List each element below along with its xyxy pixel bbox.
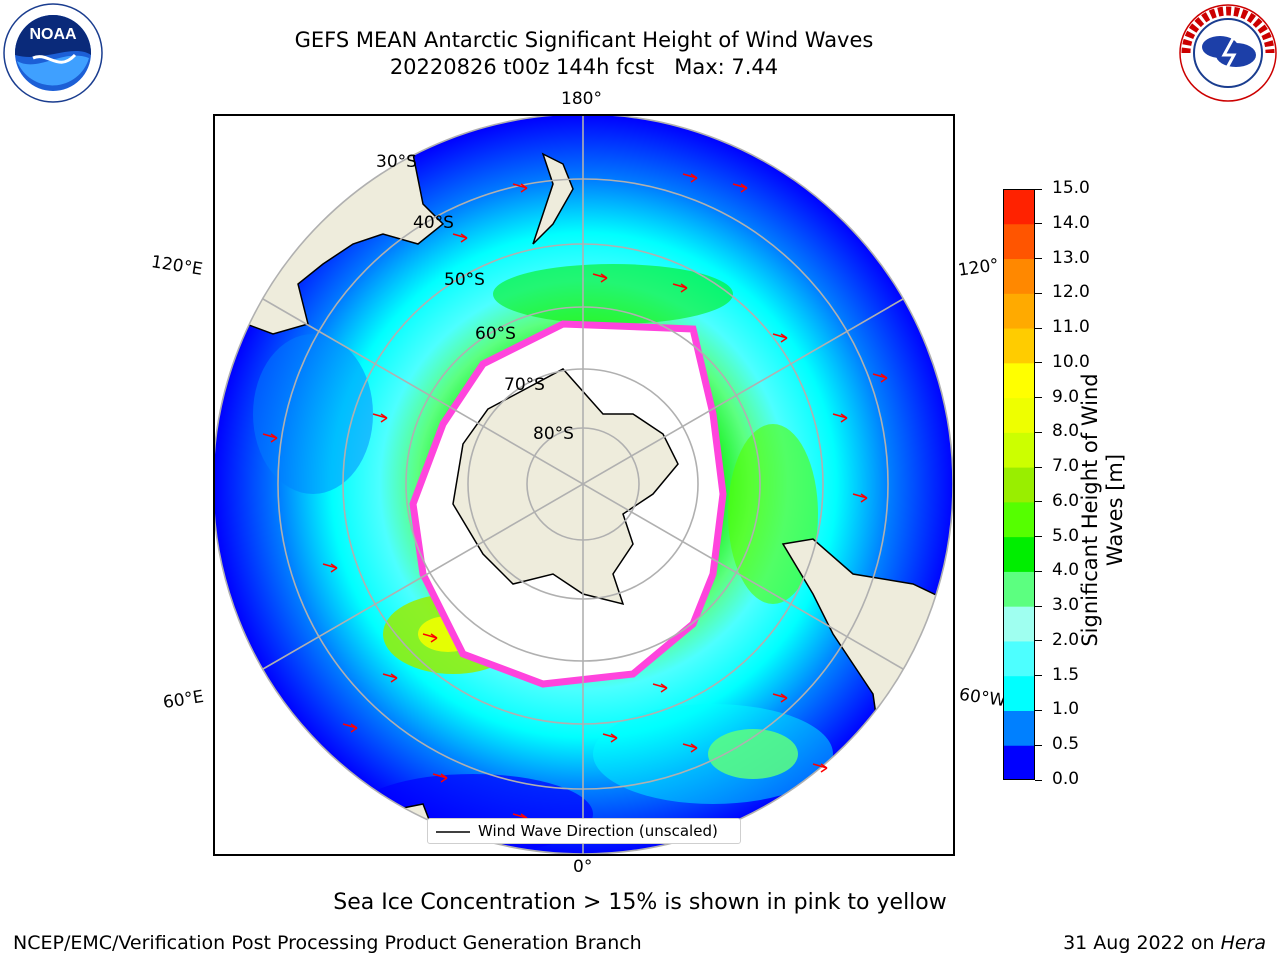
new-zealand-land	[532, 152, 574, 245]
lon-label-left-upper: 120°E	[149, 252, 204, 280]
colorbar-tick-mark	[1035, 362, 1042, 364]
lat-label-30s: 30°S	[376, 152, 417, 172]
map-legend: Wind Wave Direction (unscaled)	[427, 818, 741, 844]
colorbar	[1003, 189, 1035, 780]
colorbar-tick-label: 0.5	[1052, 734, 1080, 755]
colorbar-tick-mark	[1035, 223, 1042, 225]
colorbar-tick-mark	[1035, 709, 1042, 711]
colorbar-segment	[1003, 606, 1035, 642]
colorbar-segment	[1003, 432, 1035, 468]
colorbar-tick-label: 3.0	[1052, 595, 1080, 616]
noaa-logo: NOAA	[3, 3, 103, 103]
colorbar-tick-mark	[1035, 536, 1042, 538]
colorbar-tick-label: 11.0	[1052, 317, 1090, 338]
colorbar-tick-label: 5.0	[1052, 525, 1080, 546]
colorbar-tick-label: 4.0	[1052, 560, 1080, 581]
colorbar-tick-mark	[1035, 605, 1042, 607]
colorbar-segment	[1003, 258, 1035, 294]
colorbar-tick-label: 12.0	[1052, 282, 1090, 303]
polar-map	[213, 114, 955, 856]
colorbar-tick-mark	[1035, 188, 1042, 190]
colorbar-label-line1: Significant Height of Wind	[1078, 373, 1102, 647]
colorbar-segment	[1003, 640, 1035, 677]
colorbar-segment	[1003, 189, 1035, 225]
wind-wave-arrows	[262, 173, 888, 823]
lat-label-60s: 60°S	[475, 324, 516, 344]
lat-label-40s: 40°S	[413, 213, 454, 233]
colorbar-tick-mark	[1035, 570, 1042, 572]
colorbar-segment	[1003, 223, 1035, 260]
lat-label-50s: 50°S	[444, 270, 485, 290]
lon-label-top: 180°	[561, 89, 602, 109]
colorbar-tick-mark	[1035, 327, 1042, 329]
colorbar-segment	[1003, 571, 1035, 607]
colorbar-tick-label: 2.0	[1052, 629, 1080, 650]
footer-right: 31 Aug 2022 on Hera	[1063, 932, 1266, 954]
colorbar-tick-mark	[1035, 292, 1042, 294]
colorbar-label-line2: Waves [m]	[1103, 453, 1127, 567]
colorbar-tick-label: 1.0	[1052, 699, 1080, 720]
colorbar-segment	[1003, 293, 1035, 329]
lon-label-right-upper: 120°	[956, 255, 1001, 281]
lat-label-70s: 70°S	[504, 375, 545, 395]
legend-line-icon	[436, 831, 470, 833]
colorbar-tick-mark	[1035, 258, 1042, 260]
colorbar-tick-label: 9.0	[1052, 386, 1080, 407]
colorbar-tick-mark	[1035, 501, 1042, 503]
colorbar-segment	[1003, 328, 1035, 364]
map-frame	[213, 114, 955, 856]
footer-date: 31 Aug 2022 on	[1063, 932, 1221, 954]
colorbar-tick-label: 6.0	[1052, 490, 1080, 511]
colorbar-tick-mark	[1035, 431, 1042, 433]
colorbar-segment	[1003, 710, 1035, 746]
colorbar-segment	[1003, 501, 1035, 538]
nws-logo	[1179, 4, 1277, 102]
colorbar-segment	[1003, 536, 1035, 572]
title-line2: 20220826 t00z 144h fcst Max: 7.44	[389, 55, 779, 79]
colorbar-tick-label: 8.0	[1052, 421, 1080, 442]
colorbar-segment	[1003, 675, 1035, 711]
colorbar-tick-label: 10.0	[1052, 351, 1090, 372]
lon-label-left-lower: 60°E	[161, 686, 206, 714]
colorbar-tick-mark	[1035, 466, 1042, 468]
colorbar-tick-mark	[1035, 640, 1042, 642]
colorbar-tick-mark	[1035, 779, 1042, 781]
colorbar-tick-mark	[1035, 744, 1042, 746]
footer-left: NCEP/EMC/Verification Post Processing Pr…	[13, 932, 642, 954]
colorbar-tick-mark	[1035, 675, 1042, 677]
colorbar-tick-mark	[1035, 397, 1042, 399]
lat-label-80s: 80°S	[533, 424, 574, 444]
antarctica-land	[452, 368, 679, 606]
sea-ice-note: Sea Ice Concentration > 15% is shown in …	[333, 890, 947, 915]
colorbar-tick-label: 13.0	[1052, 247, 1090, 268]
colorbar-segment	[1003, 397, 1035, 433]
footer-machine: Hera	[1220, 932, 1266, 954]
colorbar-tick-label: 7.0	[1052, 456, 1080, 477]
colorbar-tick-label: 14.0	[1052, 212, 1090, 233]
colorbar-tick-label: 1.5	[1052, 664, 1080, 685]
colorbar-segment	[1003, 467, 1035, 503]
colorbar-segment	[1003, 362, 1035, 399]
lon-label-right-lower: 60°W	[957, 684, 1008, 712]
colorbar-label: Significant Height of Wind Waves [m]	[1078, 280, 1128, 740]
lon-label-bottom: 0°	[573, 857, 593, 877]
legend-label: Wind Wave Direction (unscaled)	[478, 822, 718, 840]
colorbar-tick-label: 0.0	[1052, 769, 1080, 789]
colorbar-tick-label: 15.0	[1052, 178, 1090, 198]
colorbar-segment	[1003, 745, 1035, 780]
svg-text:NOAA: NOAA	[29, 26, 77, 43]
title-line1: GEFS MEAN Antarctic Significant Height o…	[294, 28, 874, 52]
